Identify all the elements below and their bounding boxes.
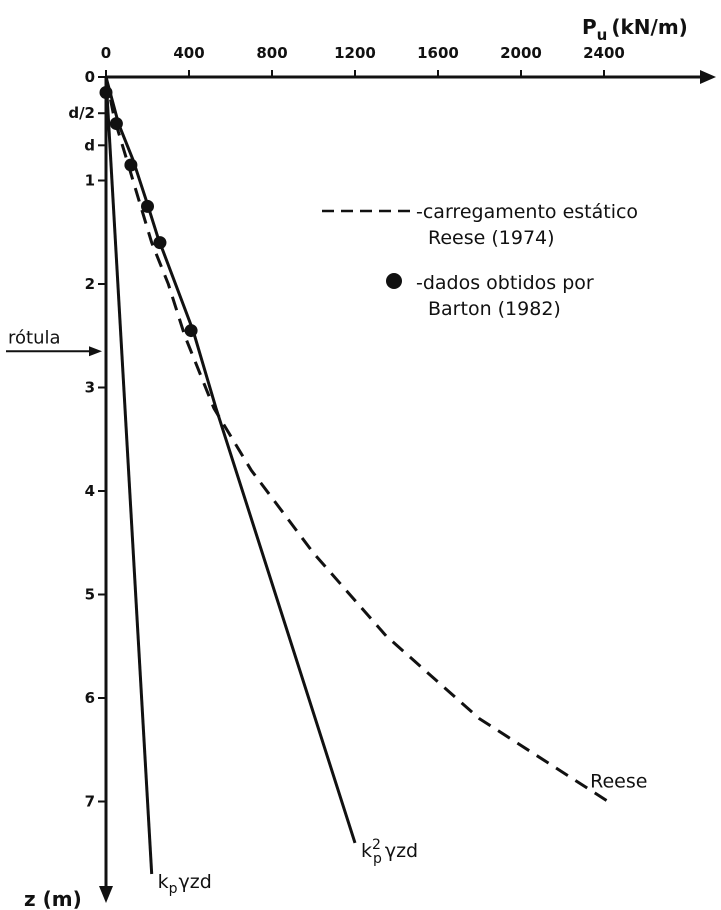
x-tick-label: 1600 — [417, 44, 459, 62]
x-tick-label: 400 — [173, 44, 204, 62]
curve-label-2: Reese — [590, 771, 647, 793]
x-axis-arrow — [700, 70, 716, 84]
y-axis-arrow — [99, 886, 113, 903]
y-tick-label: 5 — [85, 586, 95, 604]
x-tick-label: 2000 — [500, 44, 542, 62]
labels: kpγzd k2 p γzd Reese rótula — [6, 327, 647, 897]
barton-data-point — [153, 236, 167, 250]
y-tick-label: 0 — [85, 68, 95, 86]
legend-entry-1-line2: Reese (1974) — [428, 227, 555, 249]
curve-label-0: kpγzd — [158, 871, 212, 897]
x-tick-label: 2400 — [583, 44, 625, 62]
y-tick-label: 7 — [85, 793, 95, 811]
y-tick-label: 6 — [85, 689, 95, 707]
y-tick-label: d/2 — [68, 104, 95, 122]
barton-data-point — [99, 86, 113, 100]
barton-data-point — [184, 324, 198, 338]
y-axis-title: z (m) — [24, 887, 82, 910]
barton-data-point — [124, 158, 138, 172]
data-markers — [99, 86, 198, 338]
x-tick-label: 0 — [101, 44, 111, 62]
barton-data-point — [141, 199, 154, 213]
curves — [104, 76, 609, 875]
legend-entry-1-line1: -carregamento estático — [416, 201, 638, 223]
series-reese-line — [104, 76, 609, 803]
legend-entry-2-line2: Barton (1982) — [428, 298, 561, 320]
y-tick-label: 4 — [85, 482, 95, 500]
y-tick-label: d — [84, 136, 95, 154]
curve-label-1: k2 p γzd — [361, 837, 418, 867]
x-tick-label: 1200 — [334, 44, 376, 62]
legend: -carregamento estático Reese (1974) -dados… — [322, 201, 638, 320]
barton-data-point — [109, 117, 123, 131]
series-kp-zd-line — [104, 76, 357, 844]
x-axis-title: Pu (kN/m) — [582, 15, 688, 44]
y-tick-label: 2 — [85, 275, 95, 293]
y-tick-label: 1 — [85, 172, 95, 190]
series-kp-zd-line — [104, 76, 154, 875]
legend-dot-swatch — [386, 273, 402, 289]
y-tick-label: 3 — [85, 379, 95, 397]
rotula-arrow-head — [89, 346, 102, 357]
x-tick-label: 800 — [256, 44, 287, 62]
legend-entry-2-line1: -dados obtidos por — [416, 272, 594, 294]
rotula-label: rótula — [8, 327, 61, 348]
